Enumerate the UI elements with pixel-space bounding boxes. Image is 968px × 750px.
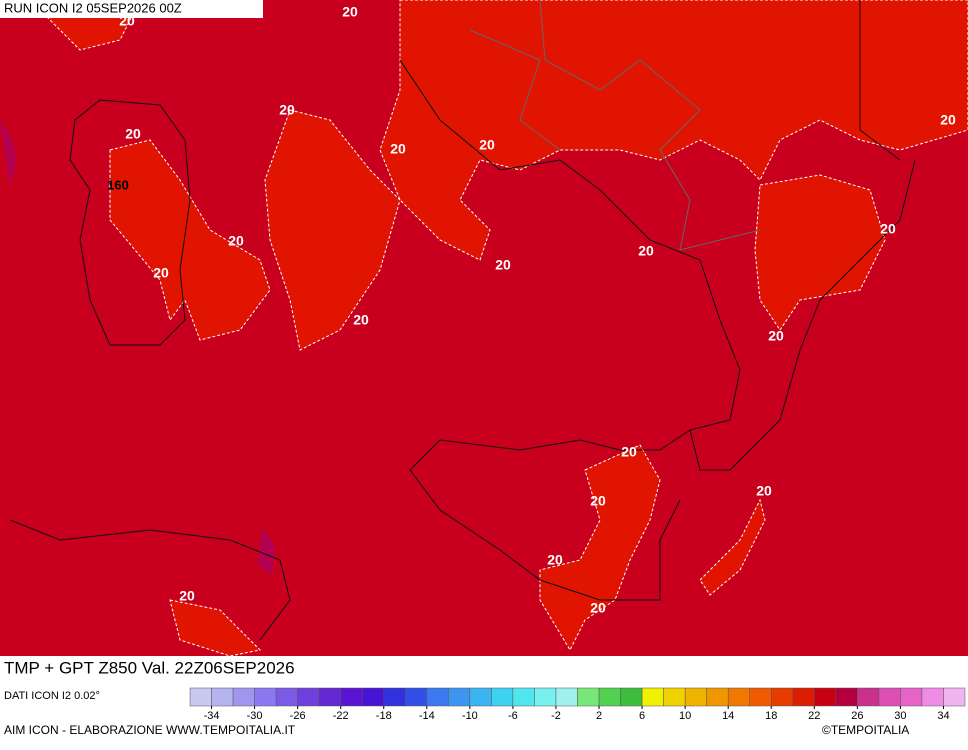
colorbar-tick-label: -30 bbox=[247, 710, 263, 722]
contour-labels: 20 20 20 20 20 20 20 20 20 20 20 20 20 2… bbox=[107, 4, 956, 616]
colorbar-swatch bbox=[512, 687, 535, 707]
colorbar-swatch bbox=[340, 687, 363, 707]
colorbar-tick-label: -2 bbox=[551, 710, 561, 722]
colorbar-tick-label: 14 bbox=[722, 710, 734, 722]
colorbar-swatch bbox=[383, 687, 406, 707]
colorbar-tick-label: -18 bbox=[376, 710, 392, 722]
colorbar-tick-label: 10 bbox=[679, 710, 691, 722]
colorbar-swatch bbox=[814, 687, 837, 707]
colorbar-swatch bbox=[749, 687, 772, 707]
title-box bbox=[0, 656, 413, 683]
colorbar-swatch bbox=[534, 687, 557, 707]
contour-label: 20 bbox=[547, 552, 563, 568]
contour-label: 20 bbox=[353, 312, 369, 328]
colorbar-tick-label: 34 bbox=[937, 710, 949, 722]
colorbar-tick-label: 18 bbox=[765, 710, 777, 722]
colorbar-swatch bbox=[405, 687, 428, 707]
colorbar-swatch bbox=[189, 687, 212, 707]
warm-areas bbox=[29, 0, 968, 657]
colorbar-swatch bbox=[943, 687, 966, 707]
run-label: RUN ICON I2 05SEP2026 00Z bbox=[4, 0, 182, 15]
contour-label: 20 bbox=[279, 102, 295, 118]
contour-label: 20 bbox=[119, 13, 135, 29]
cold-spot bbox=[258, 528, 275, 575]
colorbar-tick-label: -22 bbox=[333, 710, 349, 722]
contour-label: 20 bbox=[495, 257, 511, 273]
colorbar-swatch bbox=[426, 687, 449, 707]
colorbar-swatch bbox=[555, 687, 578, 707]
colorbar-tick-label: 6 bbox=[639, 710, 645, 722]
credit: AIM ICON - ELABORAZIONE WWW.TEMPOITALIA.… bbox=[4, 723, 296, 737]
colorbar-swatch bbox=[211, 687, 234, 707]
colorbar-swatch bbox=[469, 687, 492, 707]
source-label: DATI ICON I2 0.02° bbox=[4, 690, 100, 702]
colorbar-swatch bbox=[232, 687, 255, 707]
contour-label: 20 bbox=[940, 112, 956, 128]
contour-label: 20 bbox=[228, 233, 244, 249]
colorbar-swatch bbox=[900, 687, 923, 707]
cold-spot bbox=[0, 120, 16, 185]
header-box bbox=[0, 0, 263, 18]
map: RUN ICON I2 05SEP2026 00Z 20 20 20 20 20… bbox=[0, 0, 968, 657]
colorbar-tick-label: -26 bbox=[290, 710, 306, 722]
colorbar-tick-label: -10 bbox=[462, 710, 478, 722]
colorbar-swatch bbox=[878, 687, 901, 707]
colorbar-swatch bbox=[663, 687, 686, 707]
colorbar-swatch bbox=[254, 687, 277, 707]
copyright: ©TEMPOITALIA bbox=[822, 723, 909, 737]
colorbar-tick-label: -14 bbox=[419, 710, 435, 722]
contour-label: 20 bbox=[621, 444, 637, 460]
colorbar-swatch bbox=[491, 687, 514, 707]
colorbar-swatch bbox=[598, 687, 621, 707]
borders bbox=[469, 0, 761, 251]
colorbar-swatch bbox=[297, 687, 320, 707]
colorbar-tick-label: 30 bbox=[894, 710, 906, 722]
contour-label: 20 bbox=[768, 328, 784, 344]
contour-label: 20 bbox=[479, 137, 495, 153]
colorbar-swatch bbox=[620, 687, 643, 707]
coastlines bbox=[9, 0, 916, 641]
contour-label: 20 bbox=[880, 221, 896, 237]
contour-label: 20 bbox=[756, 483, 772, 499]
colorbar-swatch bbox=[448, 687, 471, 707]
contour-label: 20 bbox=[590, 600, 606, 616]
contour-label: 20 bbox=[638, 243, 654, 259]
contour-label: 20 bbox=[342, 4, 358, 20]
colorbar: -34 -30 -26 -22 -18 -14 -10 -6 -2 2 6 10 14 18 22 26 30 3… bbox=[189, 687, 966, 722]
colorbar-swatch bbox=[835, 687, 858, 707]
colorbar-swatch bbox=[921, 687, 944, 707]
contour-label: 20 bbox=[125, 126, 141, 142]
colorbar-swatch bbox=[771, 687, 794, 707]
contour-label: 20 bbox=[390, 141, 406, 157]
height-label: 160 bbox=[107, 177, 129, 192]
colorbar-tick-label: -34 bbox=[204, 710, 220, 722]
colorbar-swatch bbox=[684, 687, 707, 707]
colorbar-tick-label: 2 bbox=[596, 710, 602, 722]
colorbar-swatch bbox=[706, 687, 729, 707]
contour-label: 20 bbox=[590, 493, 606, 509]
colorbar-swatch bbox=[318, 687, 341, 707]
colorbar-swatch bbox=[361, 687, 385, 707]
colorbar-swatch bbox=[792, 687, 815, 707]
colorbar-swatch bbox=[727, 687, 750, 707]
colorbar-tick-label: 22 bbox=[808, 710, 820, 722]
colorbar-swatch bbox=[275, 687, 298, 707]
colorbar-swatch bbox=[857, 687, 880, 707]
colorbar-swatch bbox=[641, 687, 664, 707]
colorbar-tick-label: 26 bbox=[851, 710, 863, 722]
colorbar-swatch bbox=[577, 687, 600, 707]
contour-label: 20 bbox=[179, 588, 195, 604]
map-title: TMP + GPT Z850 Val. 22Z06SEP2026 bbox=[4, 658, 295, 677]
colorbar-tick-label: -6 bbox=[508, 710, 518, 722]
contour-label: 20 bbox=[153, 265, 169, 281]
